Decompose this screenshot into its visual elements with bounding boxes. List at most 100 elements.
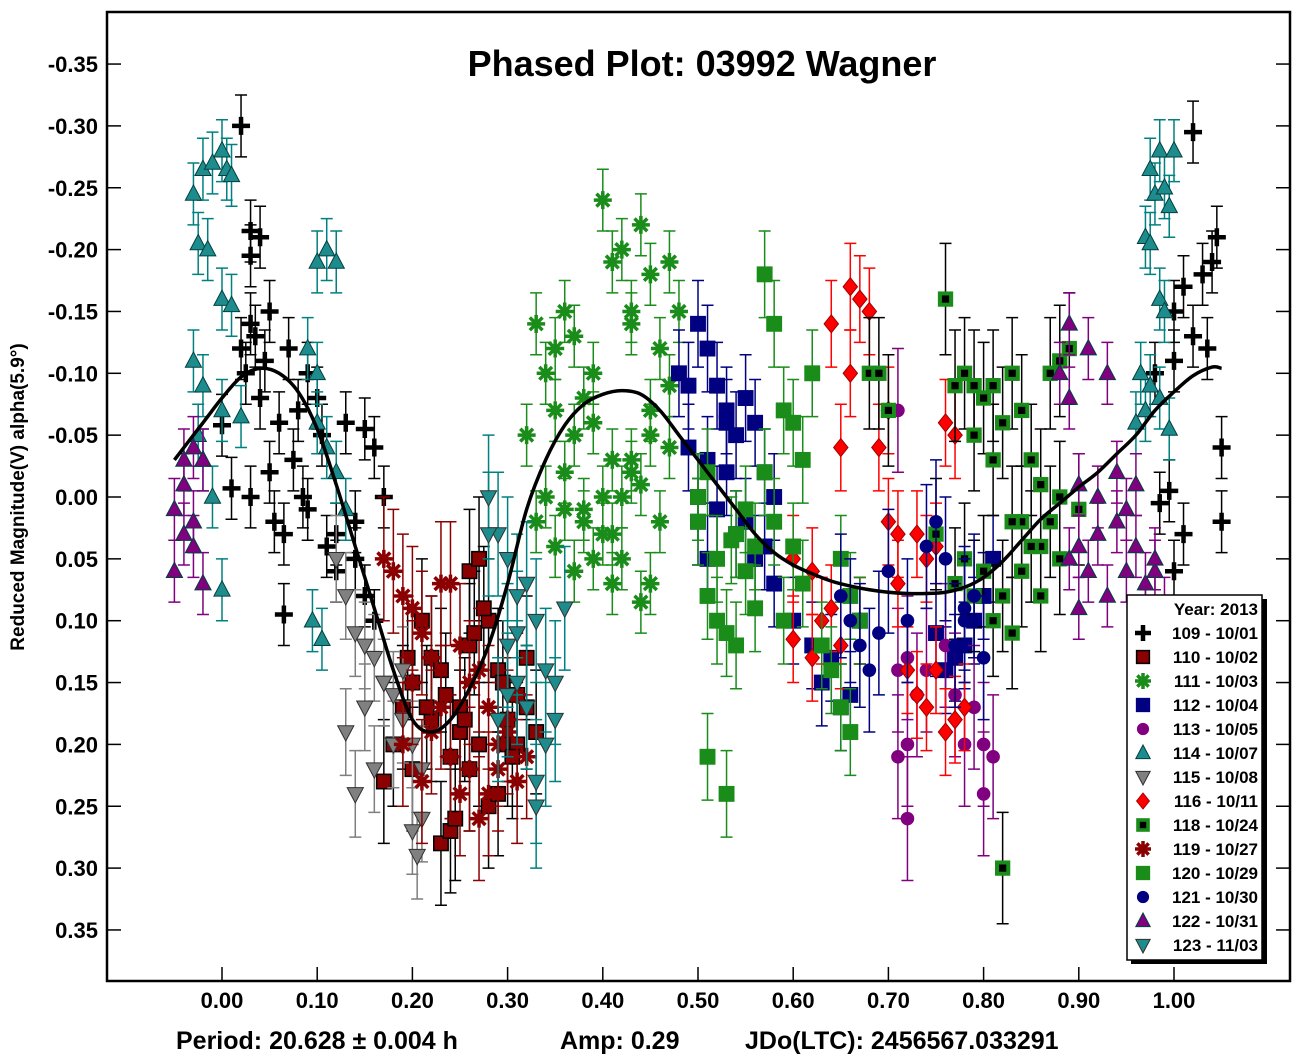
legend-item: 120 - 10/29 [1135,864,1258,883]
data-point [274,605,293,624]
data-point [270,413,289,432]
data-point [1160,196,1179,214]
data-point [303,610,322,628]
series-120 [690,230,868,838]
data-point [265,512,284,531]
x-tick-label: 0.30 [486,988,529,1013]
data-point [985,378,1001,394]
data-point [498,638,517,656]
data-point [584,364,603,383]
data-point [956,365,973,381]
data-point [374,549,393,568]
data-point [985,452,1001,468]
data-point [574,512,593,531]
data-point [1107,462,1126,480]
data-point [976,737,991,752]
legend-label: 109 - 10/01 [1172,624,1258,643]
series-123 [479,434,574,869]
data-point [456,711,473,728]
data-point [690,513,706,530]
data-point [194,573,212,591]
data-point [813,637,830,654]
data-point [1117,561,1136,579]
data-point [842,276,859,297]
data-point [603,525,622,544]
legend-marker [1135,625,1151,641]
data-point [198,239,217,257]
data-point [699,340,716,357]
legend-marker [1134,743,1152,760]
data-point [1014,402,1030,419]
data-point [517,576,536,594]
y-tick-label: 0.00 [55,485,98,510]
data-point [308,251,327,269]
data-point [184,183,203,201]
data-point [1014,563,1030,579]
data-point [555,463,574,482]
data-point [909,685,925,705]
data-point [298,500,317,519]
y-tick-label: 0.05 [55,547,98,572]
data-point [1069,536,1088,554]
legend-label: 119 - 10/27 [1173,840,1258,859]
data-point [718,464,735,481]
data-point [660,376,679,395]
data-point [336,725,355,743]
y-tick-label: -0.30 [48,114,98,139]
data-point [1184,123,1203,142]
data-point [937,722,954,742]
data-point [842,363,859,384]
data-point [823,314,840,334]
data-point [431,574,450,593]
data-point [574,500,593,519]
data-point [1155,177,1174,195]
legend-item: 121 - 10/30 [1136,888,1258,907]
data-point [690,489,706,505]
y-tick-label: 0.20 [55,732,98,757]
data-point [536,364,555,383]
data-point [184,511,203,529]
data-point [718,785,735,802]
data-point [1146,548,1164,566]
legend-label: 110 - 10/02 [1173,648,1258,667]
data-point [709,550,725,567]
data-point [222,295,241,313]
data-point [574,389,593,408]
data-point [1136,573,1155,591]
legend-item: 123 - 11/03 [1134,936,1258,955]
legend-label: 114 - 10/07 [1173,744,1258,763]
data-point [517,700,536,718]
data-point [584,549,603,568]
data-point [412,624,431,643]
data-point [241,246,260,265]
data-point [669,302,688,321]
data-point [433,835,449,852]
data-point [546,712,565,730]
data-point [622,302,641,321]
data-point [355,638,374,656]
legend-label: 113 - 10/05 [1173,720,1258,739]
legend-item: 109 - 10/01 [1135,624,1258,643]
data-point [1141,233,1160,251]
data-point [747,600,764,617]
data-point [1165,140,1183,158]
data-point [929,514,943,529]
legend-item: 115 - 10/08 [1134,768,1258,787]
data-point [194,449,212,467]
data-point [479,698,498,717]
data-point [422,648,441,667]
data-point [966,427,982,443]
data-point [384,562,403,581]
data-point [622,314,641,333]
data-point [184,437,203,455]
data-point [393,735,412,754]
x-tick-label: 0.90 [1057,988,1100,1013]
data-point [622,450,641,469]
data-point [660,252,679,271]
legend-label: 122 - 10/31 [1172,912,1258,931]
data-point [527,774,546,792]
data-point [880,402,897,419]
data-point [1069,598,1088,616]
data-point [957,613,972,628]
